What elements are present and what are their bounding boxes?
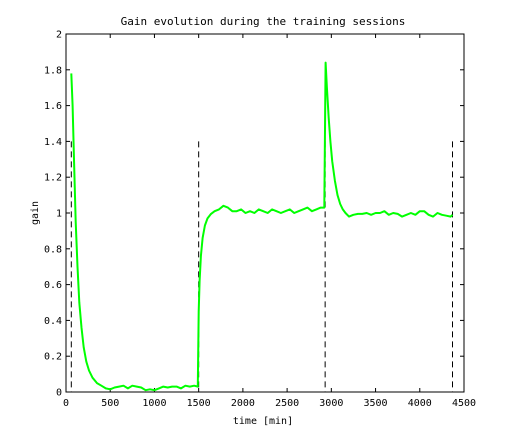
chart-title: Gain evolution during the training sessi… [121,15,406,28]
x-tick-label: 3000 [319,398,343,409]
x-tick-label: 0 [63,398,69,409]
x-tick-label: 2500 [275,398,299,409]
x-tick-label: 500 [101,398,119,409]
x-tick-label: 1000 [142,398,166,409]
gain-series-line [70,61,454,392]
x-tick-label: 1500 [187,398,211,409]
y-tick-label: 0.4 [44,316,62,327]
y-axis-ticks: 0 0.2 0.4 0.6 0.8 1 1.2 1.4 1.6 1.8 2 [44,30,464,399]
y-tick-label: 0.8 [44,244,62,255]
y-tick-label: 2 [56,30,62,41]
x-tick-label: 4000 [408,398,432,409]
y-tick-label: 1.4 [44,137,62,148]
y-tick-label: 0.2 [44,352,62,363]
plot-area [65,33,465,393]
x-tick-label: 3500 [364,398,388,409]
x-tick-label: 4500 [452,398,476,409]
y-tick-label: 0.6 [44,280,62,291]
x-tick-label: 2000 [231,398,255,409]
y-tick-label: 1.6 [44,101,62,112]
x-axis-label: time [min] [233,416,293,427]
y-tick-label: 0 [56,388,62,399]
session-boundaries [70,141,454,392]
y-tick-label: 1.2 [44,173,62,184]
y-axis-label: gain [30,201,41,225]
y-tick-label: 1 [56,209,62,220]
y-tick-label: 1.8 [44,65,62,76]
x-axis-ticks: 0 500 1000 1500 2000 2500 3000 3500 4000 4500 [63,34,476,409]
